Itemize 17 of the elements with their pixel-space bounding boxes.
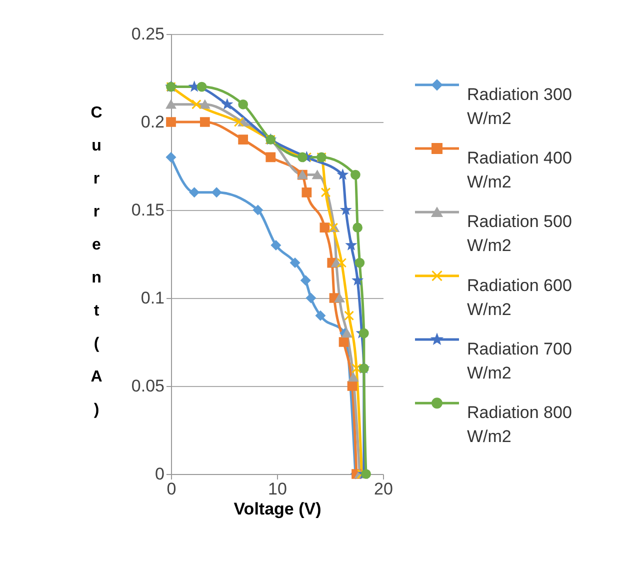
x-axis-title: Voltage (V) — [234, 500, 322, 518]
x-tick-label: 10 — [268, 480, 287, 498]
y-tick-label: 0.05 — [131, 376, 164, 396]
legend-label: Radiation 300 W/m2 — [467, 84, 572, 128]
x-tick-label: 20 — [374, 480, 393, 498]
legend-label: Radiation 600 W/m2 — [467, 276, 572, 319]
legend-label: Radiation 400 W/m2 — [467, 148, 572, 192]
legend-label: Radiation 800 W/m2 — [467, 403, 572, 446]
y-tick-label: 0 — [155, 464, 164, 484]
x-tick-label: 0 — [166, 480, 176, 498]
y-tick-label: 0.1 — [140, 288, 164, 308]
y-tick-label: 0.15 — [131, 200, 164, 220]
y-tick-label: 0.25 — [131, 24, 164, 44]
legend-label: Radiation 700 W/m2 — [467, 339, 572, 382]
legend-label: Radiation 500 W/m2 — [467, 212, 572, 256]
text: Current (A) — [90, 104, 102, 418]
y-tick-label: 0.2 — [140, 112, 164, 132]
